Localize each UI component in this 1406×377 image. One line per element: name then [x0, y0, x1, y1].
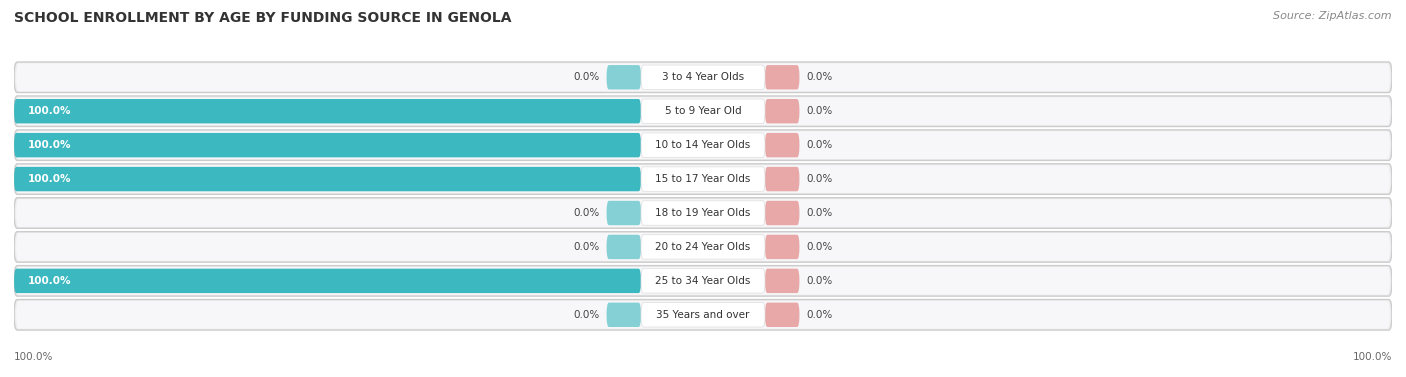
- FancyBboxPatch shape: [765, 269, 800, 293]
- FancyBboxPatch shape: [641, 65, 765, 89]
- Text: 20 to 24 Year Olds: 20 to 24 Year Olds: [655, 242, 751, 252]
- FancyBboxPatch shape: [14, 130, 1392, 161]
- FancyBboxPatch shape: [15, 97, 1391, 125]
- Text: 0.0%: 0.0%: [574, 72, 599, 82]
- Text: 5 to 9 Year Old: 5 to 9 Year Old: [665, 106, 741, 116]
- Text: Source: ZipAtlas.com: Source: ZipAtlas.com: [1274, 11, 1392, 21]
- FancyBboxPatch shape: [641, 99, 765, 123]
- Text: 0.0%: 0.0%: [807, 310, 832, 320]
- Text: 15 to 17 Year Olds: 15 to 17 Year Olds: [655, 174, 751, 184]
- Text: 0.0%: 0.0%: [574, 208, 599, 218]
- Text: 0.0%: 0.0%: [574, 242, 599, 252]
- FancyBboxPatch shape: [641, 167, 765, 191]
- FancyBboxPatch shape: [14, 167, 641, 191]
- FancyBboxPatch shape: [641, 133, 765, 157]
- FancyBboxPatch shape: [15, 267, 1391, 295]
- Text: 18 to 19 Year Olds: 18 to 19 Year Olds: [655, 208, 751, 218]
- Text: 3 to 4 Year Olds: 3 to 4 Year Olds: [662, 72, 744, 82]
- Text: 0.0%: 0.0%: [807, 276, 832, 286]
- FancyBboxPatch shape: [14, 99, 641, 123]
- FancyBboxPatch shape: [14, 164, 1392, 195]
- Text: 0.0%: 0.0%: [807, 140, 832, 150]
- Text: 100.0%: 100.0%: [28, 106, 72, 116]
- Text: 100.0%: 100.0%: [28, 174, 72, 184]
- FancyBboxPatch shape: [765, 235, 800, 259]
- FancyBboxPatch shape: [641, 201, 765, 225]
- Text: 100.0%: 100.0%: [14, 352, 53, 362]
- FancyBboxPatch shape: [606, 201, 641, 225]
- FancyBboxPatch shape: [765, 201, 800, 225]
- FancyBboxPatch shape: [765, 99, 800, 123]
- Text: 100.0%: 100.0%: [28, 140, 72, 150]
- FancyBboxPatch shape: [15, 165, 1391, 193]
- FancyBboxPatch shape: [14, 269, 641, 293]
- FancyBboxPatch shape: [15, 131, 1391, 159]
- FancyBboxPatch shape: [15, 301, 1391, 329]
- Text: 25 to 34 Year Olds: 25 to 34 Year Olds: [655, 276, 751, 286]
- FancyBboxPatch shape: [641, 303, 765, 327]
- FancyBboxPatch shape: [606, 65, 641, 89]
- Text: 100.0%: 100.0%: [1353, 352, 1392, 362]
- FancyBboxPatch shape: [606, 303, 641, 327]
- FancyBboxPatch shape: [14, 133, 641, 157]
- Text: 0.0%: 0.0%: [807, 242, 832, 252]
- Text: 0.0%: 0.0%: [574, 310, 599, 320]
- FancyBboxPatch shape: [765, 133, 800, 157]
- FancyBboxPatch shape: [765, 303, 800, 327]
- FancyBboxPatch shape: [14, 231, 1392, 262]
- FancyBboxPatch shape: [641, 235, 765, 259]
- FancyBboxPatch shape: [765, 65, 800, 89]
- FancyBboxPatch shape: [14, 299, 1392, 330]
- FancyBboxPatch shape: [14, 96, 1392, 127]
- Text: 0.0%: 0.0%: [807, 174, 832, 184]
- Text: 10 to 14 Year Olds: 10 to 14 Year Olds: [655, 140, 751, 150]
- FancyBboxPatch shape: [641, 269, 765, 293]
- Text: 0.0%: 0.0%: [807, 72, 832, 82]
- FancyBboxPatch shape: [606, 235, 641, 259]
- FancyBboxPatch shape: [15, 63, 1391, 91]
- Text: SCHOOL ENROLLMENT BY AGE BY FUNDING SOURCE IN GENOLA: SCHOOL ENROLLMENT BY AGE BY FUNDING SOUR…: [14, 11, 512, 25]
- Text: 0.0%: 0.0%: [807, 106, 832, 116]
- FancyBboxPatch shape: [14, 62, 1392, 93]
- FancyBboxPatch shape: [14, 265, 1392, 296]
- FancyBboxPatch shape: [14, 198, 1392, 228]
- Text: 35 Years and over: 35 Years and over: [657, 310, 749, 320]
- FancyBboxPatch shape: [15, 233, 1391, 261]
- FancyBboxPatch shape: [15, 199, 1391, 227]
- Text: 100.0%: 100.0%: [28, 276, 72, 286]
- FancyBboxPatch shape: [765, 167, 800, 191]
- Text: 0.0%: 0.0%: [807, 208, 832, 218]
